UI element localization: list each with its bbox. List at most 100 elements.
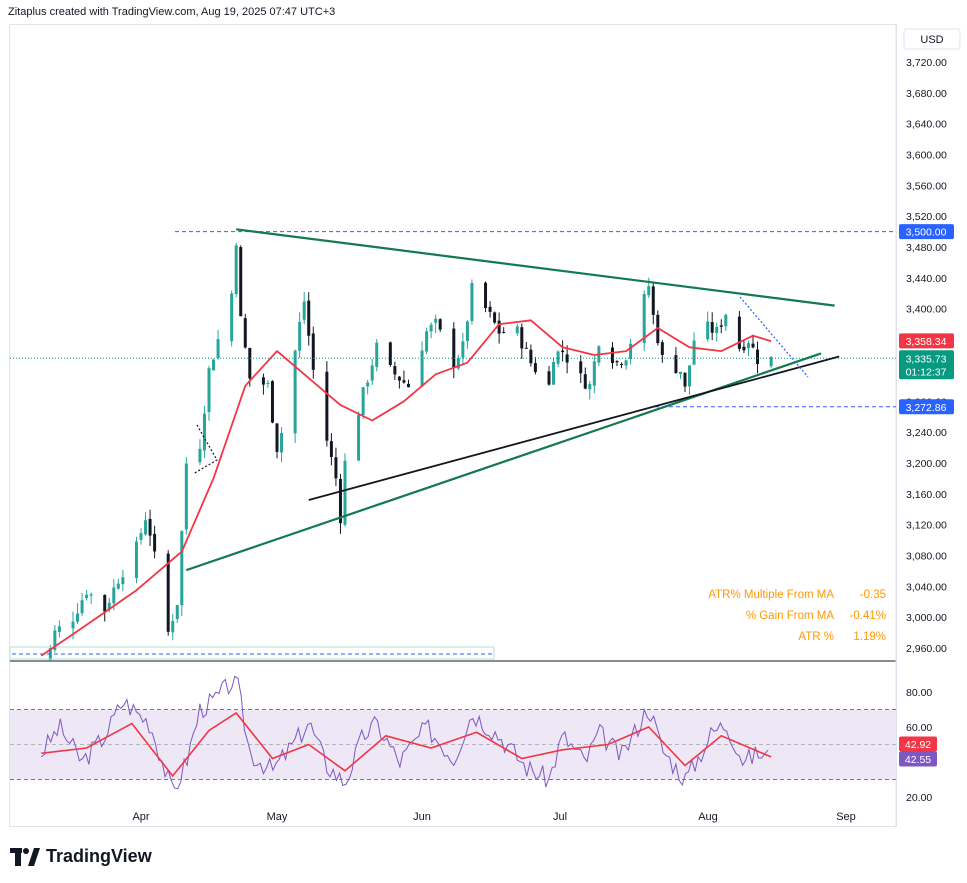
candle-body bbox=[742, 346, 746, 351]
candle-body bbox=[651, 286, 655, 315]
candle-body bbox=[280, 432, 284, 453]
candle-body bbox=[610, 347, 614, 364]
price-tick-label: 3,600.00 bbox=[906, 150, 947, 162]
candle-body bbox=[275, 423, 279, 452]
candle-body bbox=[588, 384, 592, 390]
candle-body bbox=[302, 301, 306, 320]
brand-name: TradingView bbox=[46, 846, 152, 866]
candle-body bbox=[89, 594, 93, 596]
candle-body bbox=[107, 602, 111, 610]
stat-row-atr-percent: ATR % 1.19% bbox=[690, 631, 886, 652]
candle-body bbox=[751, 343, 755, 348]
candle-body bbox=[307, 300, 311, 336]
candle-body bbox=[629, 343, 633, 359]
price-tick-label: 3,640.00 bbox=[906, 119, 947, 131]
candle-body bbox=[388, 342, 392, 365]
overlays bbox=[10, 228, 896, 660]
candle-body bbox=[148, 518, 152, 536]
candle-body bbox=[76, 613, 80, 622]
candle-body bbox=[334, 457, 338, 479]
candle-body bbox=[429, 324, 433, 332]
candle-body bbox=[144, 520, 148, 535]
candle-body bbox=[674, 355, 678, 374]
candle-body bbox=[85, 594, 89, 599]
stat-value: -0.41% bbox=[849, 610, 886, 622]
candle-body bbox=[719, 325, 723, 327]
price-tick-label: 2,960.00 bbox=[906, 643, 947, 655]
time-tick-label: Jun bbox=[413, 811, 431, 823]
candle-body bbox=[406, 383, 410, 388]
candle-body bbox=[325, 371, 329, 441]
price-tick-label: 3,480.00 bbox=[906, 242, 947, 254]
currency-box[interactable] bbox=[903, 28, 961, 50]
candle-body bbox=[338, 478, 342, 524]
rsi-value-badge-bg bbox=[899, 751, 937, 767]
candle-body bbox=[520, 327, 524, 349]
candle-body bbox=[692, 340, 696, 365]
time-tick-label: Aug bbox=[698, 811, 718, 823]
candle-body bbox=[261, 377, 265, 385]
price-tick-label: 3,000.00 bbox=[906, 612, 947, 624]
stat-value: 1.19% bbox=[853, 631, 886, 643]
candle-body bbox=[40, 682, 43, 683]
candle-body bbox=[592, 361, 596, 386]
last-price-badge-bg bbox=[899, 350, 954, 380]
candle-body bbox=[434, 318, 438, 323]
candle-body bbox=[230, 293, 234, 342]
price-tick-label: 3,720.00 bbox=[906, 57, 947, 69]
currency-label: USD bbox=[920, 34, 943, 46]
tradingview-logo-icon bbox=[10, 847, 40, 866]
candle-body bbox=[647, 286, 651, 296]
candle-body bbox=[678, 371, 682, 375]
stat-row-gain-from-ma: % Gain From MA -0.41% bbox=[690, 610, 886, 631]
candle-body bbox=[175, 604, 179, 619]
candle-body bbox=[248, 347, 252, 379]
candle-body bbox=[556, 351, 560, 364]
time-tick-label: Apr bbox=[132, 811, 149, 823]
candle-body bbox=[243, 318, 247, 348]
candle-body bbox=[579, 361, 583, 374]
candle-body bbox=[71, 621, 75, 629]
last-price-badge: 3,335.73 bbox=[906, 353, 947, 365]
candle-body bbox=[620, 363, 624, 365]
rsi-value-badge: 42.55 bbox=[905, 754, 931, 766]
tradingview-logo[interactable]: TradingView bbox=[10, 846, 152, 867]
candle-body bbox=[706, 321, 710, 340]
candle-body bbox=[724, 314, 728, 327]
price-tick-label: 3,160.00 bbox=[906, 489, 947, 501]
candle-body bbox=[180, 531, 184, 606]
candle-body bbox=[547, 371, 551, 385]
stat-label: ATR% Multiple From MA bbox=[708, 589, 834, 601]
candle-body bbox=[48, 648, 52, 661]
candle-body bbox=[715, 326, 719, 334]
candle-body bbox=[524, 347, 528, 349]
candle-body bbox=[357, 415, 361, 461]
pattern-triangle bbox=[192, 424, 218, 475]
stat-label: ATR % bbox=[798, 631, 834, 643]
level-low-badge: 3,272.86 bbox=[906, 402, 947, 414]
candle-body bbox=[515, 326, 519, 334]
price-tick-label: 3,440.00 bbox=[906, 273, 947, 285]
candle-body bbox=[375, 342, 379, 367]
candle-body bbox=[533, 363, 537, 373]
time-tick-label: May bbox=[267, 811, 288, 823]
candle-body bbox=[737, 316, 741, 349]
candle-body bbox=[134, 541, 138, 578]
candle-body bbox=[153, 533, 157, 552]
candle-body bbox=[198, 448, 202, 463]
candle-body bbox=[397, 376, 401, 381]
candle-body bbox=[660, 342, 664, 355]
candle-body bbox=[343, 460, 347, 525]
time-tick-label: Jul bbox=[553, 811, 567, 823]
candle-body bbox=[769, 356, 773, 367]
rsi-tick-label: 20.00 bbox=[906, 792, 932, 804]
candle-body bbox=[615, 361, 619, 363]
candle-body bbox=[425, 331, 429, 352]
time-tick-label: Sep bbox=[836, 811, 856, 823]
rsi-ma-badge-bg bbox=[899, 736, 937, 752]
candle-body bbox=[184, 463, 188, 530]
trendline-upper bbox=[236, 228, 835, 307]
candle-body bbox=[393, 366, 397, 375]
candle-body bbox=[497, 320, 501, 334]
